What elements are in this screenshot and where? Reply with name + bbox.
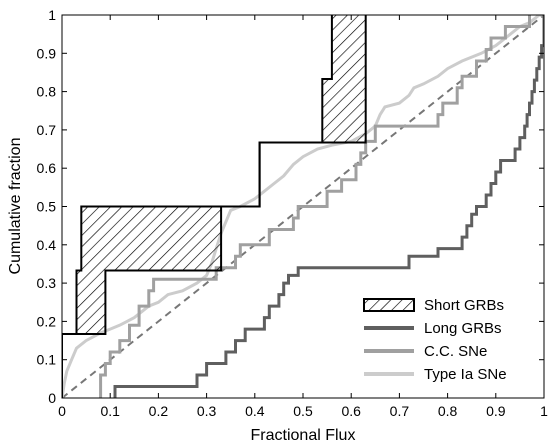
y-tick-label: 0.5 bbox=[37, 199, 57, 215]
legend: Short GRBs Long GRBs C.C. SNe Type Ia SNe bbox=[356, 290, 536, 388]
x-tick-label: 0.2 bbox=[149, 403, 169, 419]
x-tick-label: 0 bbox=[58, 403, 66, 419]
y-tick-label: 0.8 bbox=[37, 84, 57, 100]
y-tick-label: 0.6 bbox=[37, 160, 57, 176]
x-tick-label: 0.1 bbox=[100, 403, 120, 419]
y-axis-label: Cumulative fraction bbox=[7, 138, 24, 275]
legend-label-long-grbs: Long GRBs bbox=[424, 320, 502, 337]
legend-label-type-ia-sne: Type Ia SNe bbox=[424, 366, 507, 383]
x-tick-label: 0.5 bbox=[293, 403, 313, 419]
legend-label-short-grbs: Short GRBs bbox=[424, 297, 504, 314]
legend-label-c-c-sne: C.C. SNe bbox=[424, 343, 487, 360]
y-tick-label: 0.9 bbox=[37, 45, 57, 61]
x-tick-label: 0.3 bbox=[197, 403, 217, 419]
x-tick-label: 1 bbox=[540, 403, 548, 419]
series-short-grbs-lower-line bbox=[62, 15, 367, 398]
x-tick-label: 0.4 bbox=[245, 403, 265, 419]
y-tick-label: 0.3 bbox=[37, 275, 57, 291]
y-tick-label: 1 bbox=[48, 7, 56, 23]
x-tick-label: 0.7 bbox=[390, 403, 410, 419]
reference-diagonal-line bbox=[62, 15, 544, 398]
y-tick-label: 0.1 bbox=[37, 352, 57, 368]
series-type-ia-sne-line bbox=[62, 15, 544, 398]
x-tick-label: 0.9 bbox=[486, 403, 506, 419]
legend-swatch-short-grbs bbox=[363, 298, 415, 312]
series-c-c-sne-line bbox=[99, 15, 531, 398]
x-tick-label: 0.8 bbox=[438, 403, 458, 419]
x-tick-label: 0.6 bbox=[341, 403, 361, 419]
x-axis-label: Fractional Flux bbox=[251, 427, 356, 444]
y-tick-label: 0.4 bbox=[37, 237, 57, 253]
y-tick-label: 0.2 bbox=[37, 313, 57, 329]
y-tick-label: 0 bbox=[48, 390, 56, 406]
series-long-grbs-line bbox=[113, 15, 544, 398]
y-tick-label: 0.7 bbox=[37, 122, 57, 138]
